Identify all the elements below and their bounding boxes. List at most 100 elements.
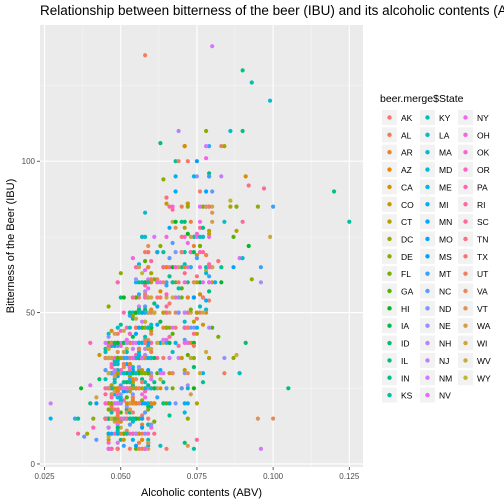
data-point [161, 337, 166, 342]
data-point [191, 250, 196, 255]
data-point [136, 262, 142, 267]
data-point [204, 268, 209, 273]
data-point [185, 401, 190, 406]
data-point [140, 325, 145, 330]
data-point [207, 265, 212, 270]
legend-label: ID [401, 339, 410, 349]
data-point [106, 334, 111, 339]
data-point [146, 355, 151, 361]
data-point [204, 144, 209, 149]
data-point [170, 295, 175, 300]
data-point [109, 328, 114, 333]
data-point [164, 234, 169, 239]
data-point [191, 319, 196, 324]
data-point [155, 386, 160, 391]
data-point [109, 431, 114, 436]
data-point [124, 380, 129, 385]
data-point [185, 231, 190, 236]
data-point [130, 368, 135, 373]
data-point [228, 204, 233, 209]
data-point [136, 440, 142, 445]
data-point [88, 401, 93, 406]
data-point [204, 307, 209, 312]
legend-swatch [463, 306, 468, 311]
data-point [261, 186, 267, 191]
data-point [133, 295, 139, 300]
data-point [143, 289, 148, 294]
data-point [207, 144, 212, 149]
data-point [79, 386, 84, 391]
data-point [207, 228, 212, 233]
data-point [146, 243, 151, 249]
data-point [118, 355, 123, 361]
data-point [130, 334, 135, 339]
data-point [103, 355, 108, 361]
data-point [118, 392, 123, 397]
data-point [185, 325, 190, 330]
data-point [204, 189, 209, 194]
legend-label: CT [401, 217, 412, 227]
data-point [103, 349, 108, 355]
data-point [124, 389, 129, 394]
data-point [118, 410, 123, 415]
data-point [197, 292, 203, 297]
data-point [155, 322, 160, 327]
data-point [106, 446, 111, 451]
data-point [155, 304, 160, 309]
data-point [191, 174, 196, 179]
data-point [106, 340, 111, 345]
data-point [182, 401, 187, 406]
legend-swatch [387, 167, 392, 172]
data-point [91, 416, 96, 421]
data-point [249, 80, 254, 85]
data-point [210, 219, 215, 224]
data-point [158, 319, 163, 324]
data-point [143, 259, 148, 264]
legend-swatch [425, 375, 430, 380]
data-point [130, 419, 135, 424]
legend-swatch [463, 219, 468, 224]
data-point [194, 256, 199, 261]
x-tick-label: 0.100 [263, 472, 284, 481]
data-point [191, 234, 196, 239]
data-point [136, 368, 142, 373]
data-point [140, 271, 145, 276]
data-point [143, 386, 148, 391]
data-point [197, 234, 203, 239]
data-point [204, 265, 209, 270]
data-point [268, 234, 273, 239]
data-point [185, 201, 190, 206]
data-point [146, 343, 151, 348]
data-point [121, 380, 126, 385]
data-point [194, 325, 199, 330]
data-point [109, 343, 114, 348]
data-point [167, 204, 172, 209]
data-point [146, 416, 151, 421]
data-point [149, 325, 154, 330]
data-point [182, 271, 187, 276]
data-point [182, 340, 187, 345]
legend-label: KY [439, 113, 451, 123]
data-point [94, 401, 99, 406]
data-point [185, 265, 190, 270]
data-point [152, 401, 157, 406]
legend-swatch [425, 271, 430, 276]
data-point [194, 316, 199, 321]
data-point [228, 198, 233, 203]
data-point [124, 340, 129, 345]
data-point [109, 371, 114, 376]
data-point [161, 325, 166, 330]
data-point [143, 283, 148, 288]
data-point [127, 340, 132, 345]
data-point [118, 368, 123, 373]
legend-label: AK [401, 113, 413, 123]
data-point [127, 325, 132, 330]
data-point [176, 343, 181, 348]
data-point [185, 383, 190, 388]
data-point [109, 416, 114, 421]
data-point [146, 422, 151, 427]
data-point [136, 295, 142, 300]
data-point [127, 422, 132, 427]
data-point [146, 443, 151, 448]
